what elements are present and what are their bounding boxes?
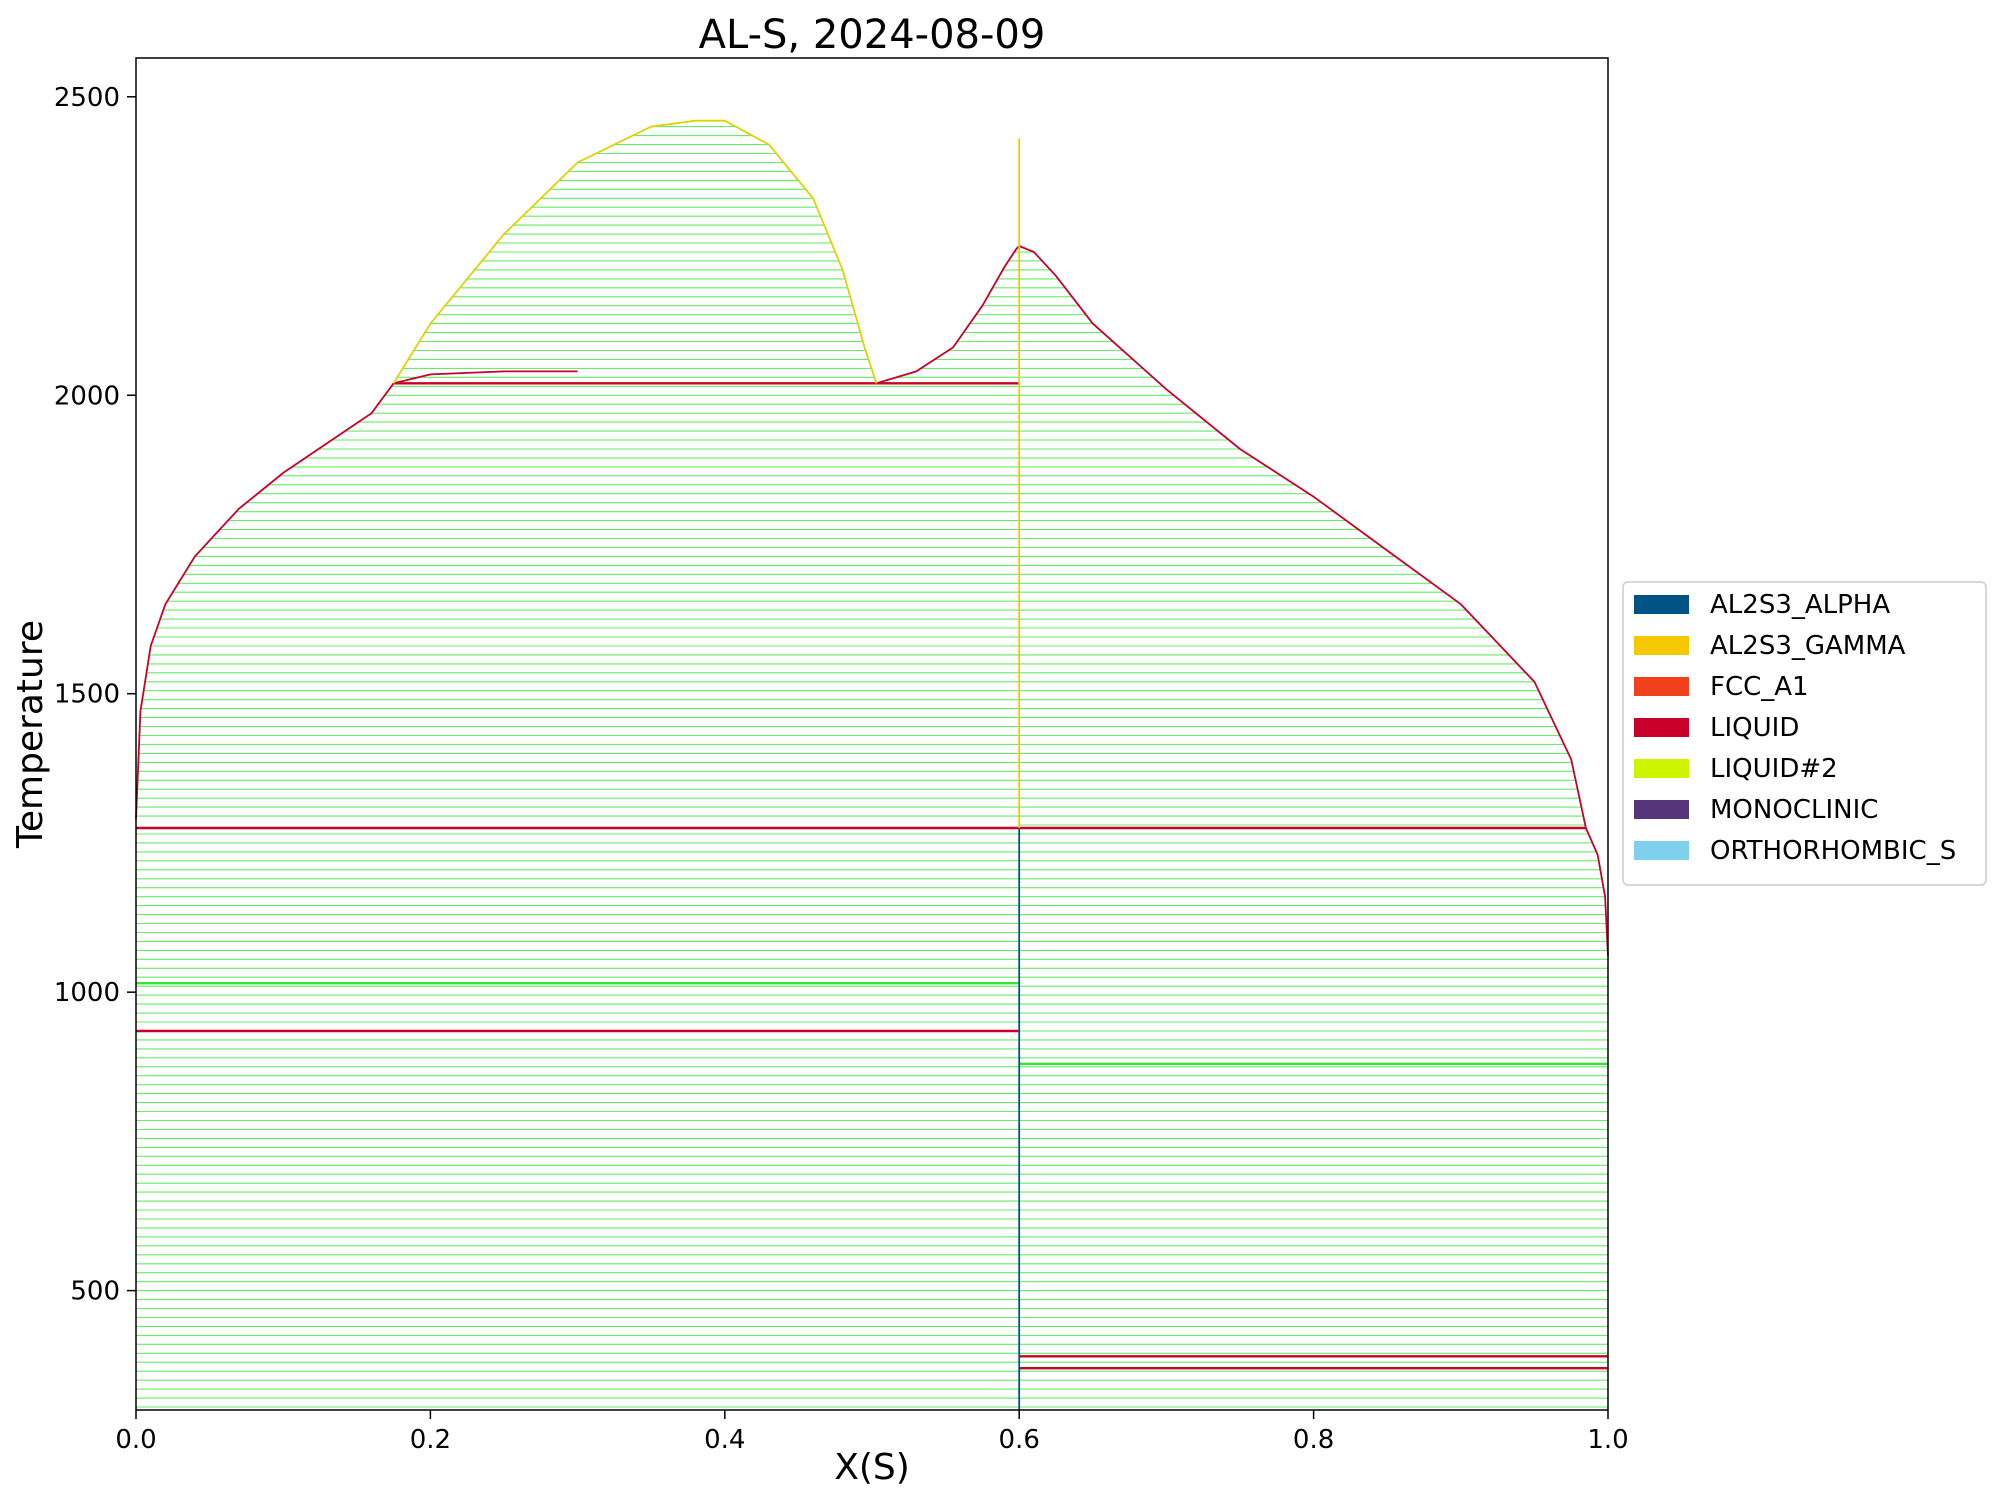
x-axis-label: X(S) <box>834 1447 910 1488</box>
x-tick-label: 0.6 <box>999 1425 1040 1455</box>
legend-swatch <box>1634 841 1689 860</box>
plot-frame <box>135 57 1609 1411</box>
phase-boundary-liquid <box>135 370 578 820</box>
x-tick-label: 0.0 <box>115 1425 156 1455</box>
x-tick-label: 0.8 <box>1293 1425 1334 1455</box>
legend-label: AL2S3_GAMMA <box>1710 631 1906 661</box>
y-axis-label: Temperature <box>10 620 51 849</box>
legend-swatch <box>1634 800 1689 819</box>
legend-label: AL2S3_ALPHA <box>1710 590 1890 620</box>
y-axis-ticks: 500 1000 1500 2000 2500 <box>54 83 136 1307</box>
y-tick-label: 2500 <box>54 83 120 113</box>
phase-boundaries <box>135 119 1609 1410</box>
tie-lines <box>136 126 1608 1408</box>
legend-swatch <box>1634 595 1689 614</box>
legend-label: LIQUID#2 <box>1710 754 1838 784</box>
legend-label: ORTHORHOMBIC_S <box>1710 836 1956 866</box>
phase-boundary-liquid <box>876 244 1609 957</box>
x-axis-ticks: 0.0 0.2 0.4 0.6 0.8 1.0 <box>115 1410 1629 1455</box>
x-tick-label: 1.0 <box>1587 1425 1628 1455</box>
y-tick-label: 500 <box>70 1277 120 1307</box>
y-tick-label: 2000 <box>54 381 120 411</box>
legend-frame <box>1622 581 1987 886</box>
legend-swatch <box>1634 677 1689 696</box>
legend: AL2S3_ALPHA AL2S3_GAMMA FCC_A1 LIQUID LIQUID… <box>1622 581 1987 886</box>
phase-boundary-liquid-2 <box>392 119 878 384</box>
x-tick-label: 0.4 <box>704 1425 745 1455</box>
legend-label: MONOCLINIC <box>1710 795 1878 825</box>
y-tick-label: 1500 <box>54 680 120 710</box>
y-tick-label: 1000 <box>54 978 120 1008</box>
legend-swatch <box>1634 636 1689 655</box>
legend-swatch <box>1634 759 1689 778</box>
legend-label: FCC_A1 <box>1710 672 1809 702</box>
legend-swatch <box>1634 718 1689 737</box>
x-tick-label: 0.2 <box>410 1425 451 1455</box>
chart-title: AL-S, 2024-08-09 <box>699 12 1046 58</box>
legend-label: LIQUID <box>1710 713 1799 743</box>
